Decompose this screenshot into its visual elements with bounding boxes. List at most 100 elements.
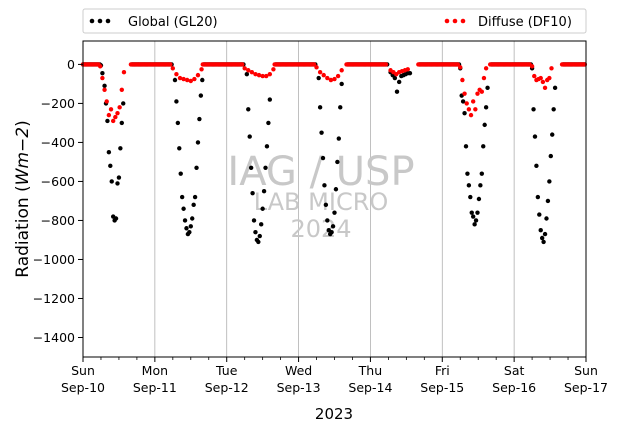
watermark-line-2: LAB MICRO (254, 188, 389, 216)
diffuse-point (110, 118, 116, 124)
diffuse-point (466, 107, 472, 112)
diffuse-point (325, 75, 330, 81)
diffuse-point (475, 91, 480, 96)
global-point (550, 132, 555, 137)
grid-lines (154, 41, 515, 357)
global-point (481, 144, 486, 149)
diffuse-point (184, 77, 190, 83)
watermark-line-3: 2024 (290, 215, 351, 243)
global-point (177, 146, 182, 151)
diffuse-point (311, 62, 317, 67)
global-point (544, 216, 549, 221)
global-point (335, 159, 340, 165)
global-point (250, 190, 255, 196)
y-tick-label: −200 (41, 96, 75, 111)
x-tick-day: Tue (215, 363, 238, 378)
global-point (172, 77, 178, 83)
legend-marker-global (89, 18, 111, 24)
global-point (261, 188, 267, 194)
diffuse-point (117, 105, 122, 110)
global-point (539, 235, 545, 241)
diffuse-point (462, 91, 467, 96)
global-point (109, 179, 114, 184)
global-point (247, 134, 252, 139)
global-point (538, 228, 543, 233)
global-point (251, 218, 257, 223)
diffuse-point (267, 71, 273, 77)
diffuse-point (540, 79, 546, 85)
global-point (475, 210, 480, 215)
diffuse-point (314, 65, 319, 70)
global-point (175, 120, 181, 126)
diffuse-point (174, 71, 179, 77)
global-point (264, 144, 270, 149)
global-point (195, 140, 201, 145)
diffuse-point (106, 112, 112, 118)
global-point (259, 222, 264, 227)
x-tick-day: Mon (142, 363, 168, 378)
legend-label-diffuse: Diffuse (DF10) (478, 15, 572, 30)
diffuse-point (108, 107, 114, 112)
diffuse-point (260, 73, 265, 79)
global-point (541, 239, 546, 245)
global-point (537, 212, 542, 217)
x-tick-date: Sep-13 (277, 380, 321, 395)
diffuse-point (455, 62, 461, 67)
global-point (338, 105, 343, 110)
diffuse-point (177, 75, 183, 81)
global-point (200, 77, 205, 83)
diffuse-point (529, 64, 535, 69)
global-point (246, 107, 251, 112)
diffuse-point (383, 62, 389, 67)
diffuse-point (181, 76, 186, 82)
x-tick-day: Fri (435, 363, 450, 378)
diffuse-point (470, 99, 476, 104)
global-point (478, 183, 483, 188)
global-point (469, 210, 474, 215)
global-point (263, 165, 268, 170)
global-point (339, 81, 344, 87)
watermark: IAG / USP LAB MICRO 2024 (227, 149, 414, 243)
global-point (322, 183, 327, 188)
x-tick-day: Thu (358, 363, 382, 378)
x-axis: Sun Sep-10 Mon Sep-11 Tue Sep-12 Wed Sep-13 Thu S… (61, 357, 608, 395)
diffuse-point (195, 72, 201, 78)
global-point (119, 120, 125, 126)
global-point (100, 70, 105, 76)
global-point (392, 75, 398, 81)
global-point (187, 229, 192, 235)
x-tick-date: Sep-10 (61, 380, 105, 395)
diffuse-point (339, 68, 344, 73)
global-point (179, 194, 185, 200)
global-point (121, 101, 126, 106)
global-point (174, 99, 179, 104)
global-point (260, 206, 265, 211)
legend-dot (97, 18, 103, 24)
global-point (102, 83, 107, 89)
global-point (465, 171, 470, 176)
global-point (190, 216, 195, 221)
diffuse-point (240, 62, 245, 67)
global-point (325, 218, 330, 223)
diffuse-point (538, 75, 543, 81)
watermark-line-1: IAG / USP (227, 149, 414, 195)
global-point (479, 171, 485, 176)
y-axis-label-exponent: −2 (13, 127, 33, 152)
global-point (248, 165, 254, 170)
x-tick-day: Sun (71, 363, 95, 378)
diffuse-point (542, 85, 548, 91)
diffuse-point (549, 66, 554, 71)
diffuse-point (328, 77, 334, 83)
global-point (115, 181, 120, 186)
diffuse-point (464, 101, 469, 106)
global-point (463, 144, 469, 149)
global-point (118, 146, 123, 151)
diffuse-point (113, 114, 118, 120)
global-point (545, 198, 551, 204)
diffuse-point (483, 66, 489, 71)
y-axis-label-unit: Wm (13, 152, 33, 185)
global-point (184, 226, 189, 231)
diffuse-point (321, 72, 326, 78)
global-point (535, 194, 541, 200)
global-point (466, 183, 472, 188)
